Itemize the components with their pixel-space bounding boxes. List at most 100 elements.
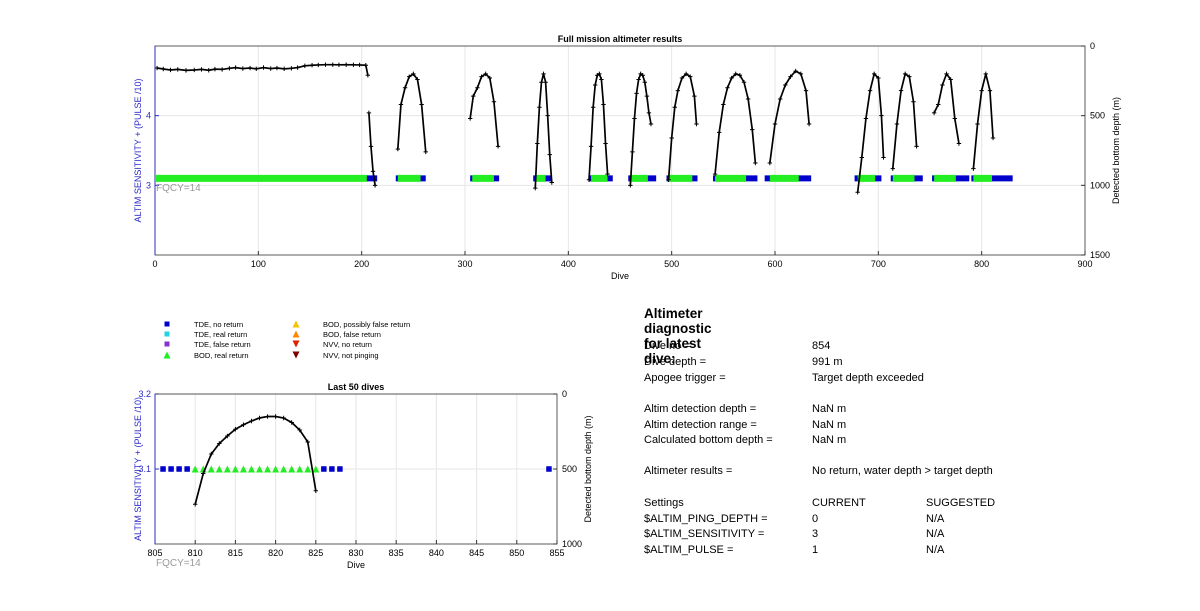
y-axis-label: ALTIM SENSITIVITY + (PULSE /10) [133, 79, 143, 223]
x-tick-label: 800 [974, 259, 989, 269]
depth-line [396, 72, 427, 152]
legend-label: BOD, possibly false return [323, 320, 410, 329]
depth-point [806, 121, 812, 127]
x-axis-label: Dive [611, 271, 629, 281]
depth-point [753, 160, 758, 166]
depth-point [175, 67, 180, 72]
depth-point [343, 62, 349, 67]
bod-marker [296, 465, 304, 473]
bod-marker [191, 465, 199, 473]
setting-sensitivity-suggested: N/A [926, 528, 945, 540]
x-tick-label: 0 [152, 259, 157, 269]
legend-label: BOD, real return [194, 351, 249, 360]
depth-point [694, 121, 699, 127]
depth-point [533, 185, 538, 191]
depth-point [168, 67, 173, 73]
legend-bod-false-return-marker [292, 330, 300, 338]
x-tick-label: 835 [389, 548, 404, 558]
depth-point [372, 183, 378, 188]
depth-point [487, 75, 492, 81]
depth-point [890, 166, 895, 171]
depth-point [363, 63, 368, 68]
depth-point [549, 180, 554, 185]
altim-detection-range-label: Altim detection range = [644, 419, 757, 431]
depth-point [903, 71, 908, 77]
depth-point [249, 418, 254, 424]
tde-marker [168, 466, 174, 472]
legend-nvv-no-return-marker [292, 340, 300, 348]
depth-point [898, 88, 904, 93]
legend-nvv-not-pinging-marker [292, 351, 300, 359]
apogee-trigger-label: Apogee trigger = [644, 372, 726, 384]
legend-tde-false-return-marker [164, 341, 170, 347]
depth-point [407, 74, 412, 79]
depth-point [648, 121, 654, 127]
tde-marker [329, 466, 335, 472]
depth-point [323, 62, 328, 67]
depth-point [586, 177, 592, 182]
x-tick-label: 200 [354, 259, 369, 269]
setting-pulse-current: 1 [812, 544, 819, 556]
y2-tick-label: 1000 [1090, 180, 1110, 190]
depth-point [297, 427, 302, 433]
depth-point [257, 415, 262, 421]
depth-point [944, 71, 949, 77]
y-tick-label: 4 [146, 111, 151, 121]
bod-marker [223, 465, 231, 473]
depth-point [483, 71, 488, 77]
setting-pulse-suggested: N/A [926, 544, 945, 556]
x-tick-label: 855 [549, 548, 564, 558]
depth-line [972, 73, 994, 169]
depth-point [971, 166, 976, 171]
depth-point [402, 85, 408, 90]
depth-point [741, 80, 747, 85]
depth-point [867, 88, 873, 93]
y2-tick-label: 500 [562, 464, 577, 474]
depth-point [894, 121, 900, 127]
setting-sensitivity-current: 3 [812, 528, 819, 540]
y-axis-label: ALTIM SENSITIVITY + (PULSE /10) [133, 397, 143, 541]
depth-point [717, 130, 722, 135]
depth-point [419, 102, 424, 107]
depth-point [767, 160, 773, 166]
depth-point [646, 110, 652, 116]
legend-label: TDE, real return [194, 330, 247, 339]
depth-point [233, 427, 238, 432]
y2-tick-label: 500 [1090, 111, 1105, 121]
depth-point [793, 68, 798, 74]
depth-point [725, 85, 730, 90]
x-tick-label: 840 [429, 548, 444, 558]
y-tick-label: 3 [146, 180, 151, 190]
depth-point [803, 88, 809, 93]
depth-point [628, 183, 633, 188]
depth-point [672, 105, 677, 110]
depth-point [274, 65, 280, 71]
depth-point [471, 93, 476, 99]
x-tick-label: 900 [1077, 259, 1092, 269]
depth-point [316, 62, 321, 68]
legend-bod-real-return-marker [163, 351, 171, 359]
legend-label: TDE, no return [194, 320, 243, 329]
bod-marker-run [535, 174, 546, 182]
depth-point [192, 67, 197, 73]
legend-tde-no-return-marker [164, 321, 170, 327]
depth-point [733, 71, 738, 77]
setting-ping-depth-label: $ALTIM_PING_DEPTH = [644, 513, 768, 525]
depth-point [632, 116, 637, 121]
depth-point [597, 71, 602, 77]
depth-point [268, 66, 273, 71]
bod-marker-run [857, 174, 876, 182]
depth-point [219, 67, 225, 72]
bod-marker-run [668, 174, 693, 182]
y2-tick-label: 0 [562, 389, 567, 399]
y2-axis-label: Detected bottom depth (m) [1111, 97, 1121, 204]
chart-full-mission: 0 100 200 300 400 500 600 700 800 900 3 4 0 500 1000 15… [133, 34, 1121, 281]
apogee-trigger-value: Target depth exceeded [812, 372, 924, 384]
depth-point [907, 74, 912, 79]
tde-marker [321, 466, 327, 472]
depth-point [398, 102, 404, 107]
depth-point [254, 66, 259, 72]
bod-marker [215, 465, 223, 473]
depth-point [990, 135, 996, 141]
depth-point [798, 71, 804, 77]
